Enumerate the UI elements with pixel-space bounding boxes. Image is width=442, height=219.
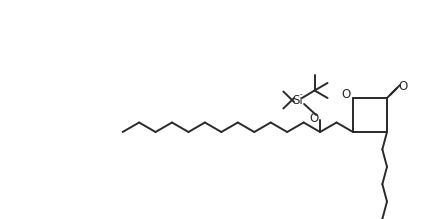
Text: O: O [341,88,351,101]
Text: O: O [398,79,408,93]
Text: O: O [309,111,319,124]
Text: Si: Si [293,94,304,106]
